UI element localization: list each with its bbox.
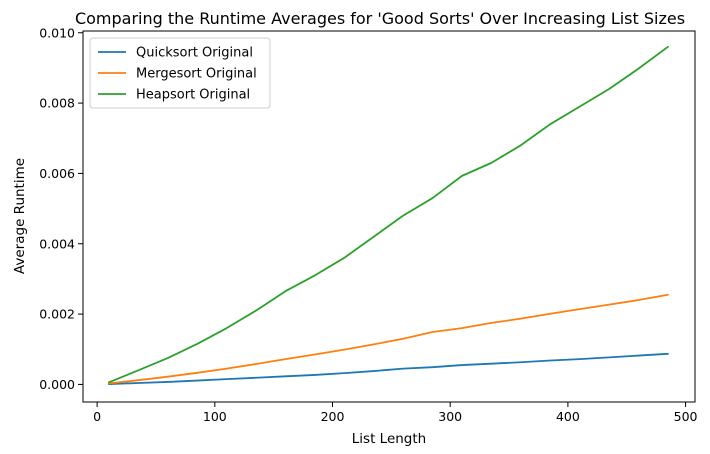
- y-tick-label: 0.000: [39, 377, 75, 392]
- heapsort-original-line: [107, 45, 669, 384]
- x-tick-label: 200: [321, 409, 345, 424]
- series-layer: [107, 45, 669, 385]
- x-axis-title: List Length: [352, 431, 426, 447]
- y-tick-label: 0.002: [39, 307, 75, 322]
- mergesort-original-line: [107, 293, 669, 385]
- x-tick-label: 500: [674, 409, 698, 424]
- legend: Quicksort Original Mergesort Original Heap…: [89, 37, 271, 109]
- y-axis-title: Average Runtime: [12, 158, 28, 274]
- x-tick-label: 100: [203, 409, 227, 424]
- legend-label-quicksort-original: Quicksort Original: [136, 46, 253, 61]
- legend-label-mergesort-original: Mergesort Original: [136, 67, 257, 82]
- x-tick-label: 400: [556, 409, 580, 424]
- y-tick-label: 0.008: [39, 96, 75, 111]
- y-tick-label: 0.004: [39, 236, 75, 251]
- legend-label-heapsort-original: Heapsort Original: [136, 88, 250, 103]
- legend-box: [89, 37, 271, 109]
- y-tick-label: 0.006: [39, 166, 75, 181]
- plot-area: [82, 30, 696, 403]
- chart-title: Comparing the Runtime Averages for 'Good…: [75, 9, 685, 28]
- quicksort-original-line: [107, 352, 669, 385]
- x-tick-label: 300: [438, 409, 462, 424]
- x-axis: 0 100 200 300 400 500: [93, 402, 698, 424]
- y-tick-label: 0.010: [39, 25, 75, 40]
- x-tick-label: 0: [93, 409, 101, 424]
- y-axis: 0.000 0.002 0.004 0.006 0.008 0.010: [39, 25, 83, 392]
- plot-frame: [82, 30, 696, 403]
